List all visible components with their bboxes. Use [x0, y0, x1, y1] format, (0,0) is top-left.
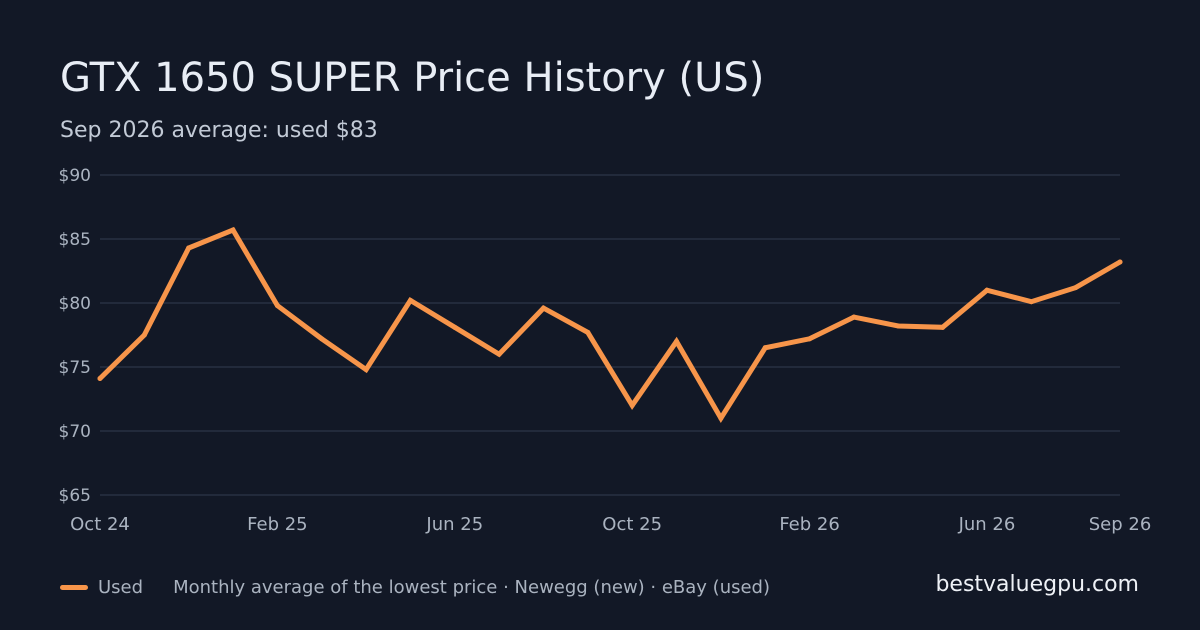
legend-source-note: Monthly average of the lowest price · Ne…	[173, 576, 771, 598]
data-point	[1073, 285, 1079, 291]
data-point	[718, 415, 724, 421]
data-point	[452, 324, 458, 330]
y-axis-tick-labels: $65 $70 $75 $80 $85 $90	[59, 166, 91, 506]
data-point	[186, 245, 192, 251]
series-line-used	[97, 226, 1123, 424]
data-point	[230, 227, 236, 233]
data-point	[407, 297, 413, 303]
y-tick-label: $85	[59, 230, 91, 250]
y-tick-label: $70	[59, 422, 91, 442]
x-tick-label: Oct 25	[602, 514, 662, 535]
y-tick-label: $80	[59, 294, 91, 314]
data-point	[1117, 259, 1123, 265]
x-tick-label: Feb 26	[779, 514, 840, 535]
legend-swatch-used	[60, 584, 88, 590]
grid-lines	[100, 174, 1120, 496]
y-tick-label: $75	[59, 358, 91, 378]
data-point	[141, 332, 147, 338]
data-point	[1028, 299, 1034, 305]
y-tick-label: $90	[59, 166, 91, 186]
data-point	[363, 367, 369, 373]
x-tick-label: Sep 26	[1089, 514, 1152, 535]
legend: Used Monthly average of the lowest price…	[60, 572, 770, 602]
data-point	[496, 351, 502, 357]
data-point	[585, 329, 591, 335]
data-point	[807, 336, 813, 342]
x-tick-label: Oct 24	[70, 514, 130, 535]
data-point	[984, 287, 990, 293]
page-title: GTX 1650 SUPER Price History (US)	[60, 55, 765, 101]
data-point	[940, 324, 946, 330]
data-point	[540, 305, 546, 311]
brand-link[interactable]: bestvaluegpu.com	[935, 572, 1139, 597]
series-lines	[97, 226, 1123, 424]
data-point	[762, 345, 768, 351]
x-tick-label: Jun 25	[425, 514, 483, 535]
data-point	[895, 323, 901, 329]
page-subtitle: Sep 2026 average: used $83	[60, 118, 378, 143]
data-point	[274, 303, 280, 309]
data-point	[97, 376, 103, 382]
x-tick-label: Feb 25	[247, 514, 308, 535]
data-point	[319, 336, 325, 342]
x-tick-label: Jun 26	[958, 514, 1016, 535]
legend-label-used: Used	[98, 576, 144, 598]
y-tick-label: $65	[59, 486, 91, 506]
data-point	[851, 314, 857, 320]
x-axis-tick-labels: Oct 24 Feb 25 Jun 25 Oct 25 Feb 26 Jun 26 Sep …	[70, 514, 1151, 535]
data-point	[629, 402, 635, 408]
data-point	[674, 338, 680, 344]
